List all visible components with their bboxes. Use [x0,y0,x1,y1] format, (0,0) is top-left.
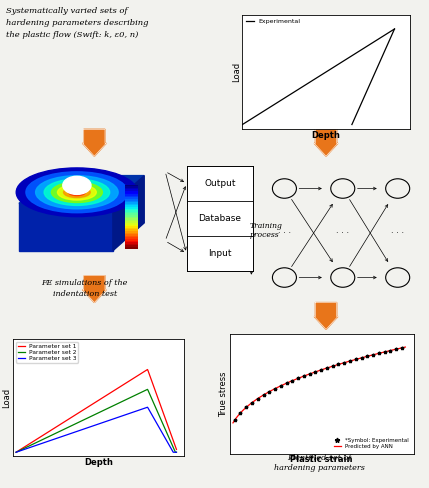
Parameter set 2 [149,396,154,402]
Parameter set 3 [149,412,154,418]
Parameter set 1 [13,449,18,455]
Text: · · ·: · · · [336,228,349,238]
Polygon shape [82,129,106,156]
Text: · · ·: · · · [278,228,291,238]
Parameter set 1 [112,387,117,393]
Polygon shape [314,129,338,156]
Ellipse shape [63,176,91,194]
Parameter set 1 [109,389,114,395]
Line: Parameter set 3: Parameter set 3 [16,407,176,452]
X-axis label: Depth: Depth [311,131,341,140]
Ellipse shape [63,187,90,198]
Legend: Experimental: Experimental [245,18,301,24]
X-axis label: Depth: Depth [84,458,113,467]
Text: Identified set of
hardening parameters: Identified set of hardening parameters [274,454,365,472]
Parameter set 3 [145,404,150,410]
Parameter set 2 [13,449,18,455]
Parameter set 1 [174,447,179,452]
Parameter set 1 [14,449,19,455]
Text: Input: Input [208,249,232,258]
Text: Training
process: Training process [250,222,283,239]
Parameter set 1 [149,378,154,384]
Parameter set 2 [174,449,179,455]
Text: Database: Database [198,214,242,223]
Y-axis label: True stress: True stress [219,371,228,417]
Polygon shape [19,176,144,203]
Line: Parameter set 1: Parameter set 1 [16,369,176,452]
Parameter set 3 [112,416,117,422]
Parameter set 3 [14,449,19,455]
Polygon shape [19,203,113,251]
Text: · · ·: · · · [391,228,404,238]
Parameter set 3 [160,429,165,435]
Line: Parameter set 2: Parameter set 2 [16,389,176,452]
Ellipse shape [16,168,138,217]
Parameter set 2 [145,386,150,392]
Parameter set 2 [160,419,165,425]
Polygon shape [82,276,106,303]
Parameter set 2 [109,404,114,409]
Parameter set 3 [174,449,179,455]
Polygon shape [314,303,338,329]
Text: Systematically varied sets of
hardening parameters describing
the plastic flow (: Systematically varied sets of hardening … [6,7,149,39]
Ellipse shape [68,189,85,196]
Parameter set 2 [112,402,117,408]
Ellipse shape [26,172,128,213]
Parameter set 3 [13,449,18,455]
Ellipse shape [51,182,103,203]
Parameter set 3 [109,417,114,423]
X-axis label: Plastic strain: Plastic strain [290,455,353,464]
Y-axis label: Load: Load [3,387,12,408]
Legend: *Symbol: Experimental, Predicted by ANN: *Symbol: Experimental, Predicted by ANN [332,435,411,451]
Legend: Parameter set 1, Parameter set 2, Parameter set 3: Parameter set 1, Parameter set 2, Parame… [16,342,79,363]
Parameter set 2 [109,404,114,410]
Text: FE simulations of the
indentation test: FE simulations of the indentation test [42,279,128,298]
Y-axis label: Load: Load [232,62,241,82]
Parameter set 1 [109,389,114,395]
Parameter set 3 [109,417,114,423]
Ellipse shape [36,176,118,209]
Parameter set 2 [14,449,19,455]
Ellipse shape [44,179,110,205]
Parameter set 1 [145,366,150,372]
Ellipse shape [57,184,97,200]
Parameter set 1 [160,407,165,412]
Polygon shape [113,176,144,251]
Text: Output: Output [204,179,236,188]
